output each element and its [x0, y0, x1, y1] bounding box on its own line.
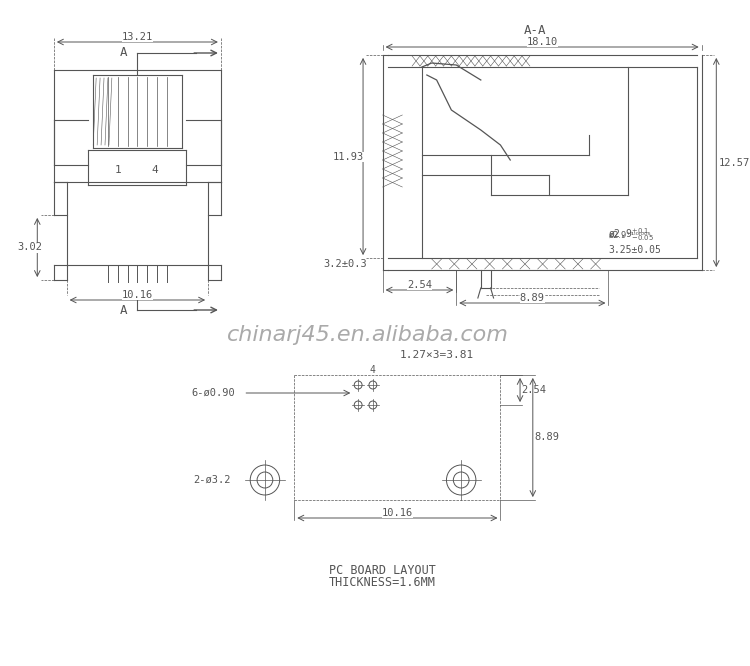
Text: 4: 4 [152, 165, 158, 175]
Text: 2-ø3.2: 2-ø3.2 [193, 475, 230, 485]
Text: 12.57: 12.57 [718, 157, 749, 168]
Text: PC BOARD LAYOUT: PC BOARD LAYOUT [329, 563, 436, 577]
Text: 3.25±0.05: 3.25±0.05 [608, 245, 662, 255]
Text: 18.10: 18.10 [526, 37, 558, 47]
Text: 10.16: 10.16 [122, 290, 153, 300]
Text: 13.21: 13.21 [122, 32, 153, 42]
Text: A-A: A-A [524, 23, 546, 37]
Text: 8.89: 8.89 [520, 293, 544, 303]
Text: 4: 4 [370, 365, 376, 375]
Text: THICKNESS=1.6MM: THICKNESS=1.6MM [329, 575, 436, 589]
Text: 11.93: 11.93 [333, 151, 364, 161]
Text: 1.27×3=3.81: 1.27×3=3.81 [400, 350, 474, 360]
Text: A: A [120, 47, 128, 59]
Text: 3.02: 3.02 [17, 242, 42, 252]
Text: 8.89: 8.89 [534, 432, 559, 442]
Text: 2.54: 2.54 [407, 280, 432, 290]
Text: 6-ø0.90: 6-ø0.90 [192, 388, 236, 398]
Text: 1: 1 [114, 165, 121, 175]
Text: 3.2±0.3: 3.2±0.3 [323, 259, 368, 269]
Text: ø2.9$^{+0.1}_{-0.05}$: ø2.9$^{+0.1}_{-0.05}$ [608, 226, 654, 243]
Text: A: A [120, 304, 128, 316]
Text: chinarj45.en.alibaba.com: chinarj45.en.alibaba.com [227, 325, 509, 345]
Text: 10.16: 10.16 [382, 508, 413, 518]
Text: 2.54: 2.54 [521, 385, 546, 395]
Text: ø2.9⁺¹ⁱ⁰ⁱ⁰⁰⁵: ø2.9⁺¹ⁱ⁰ⁱ⁰⁰⁵ [608, 230, 651, 240]
